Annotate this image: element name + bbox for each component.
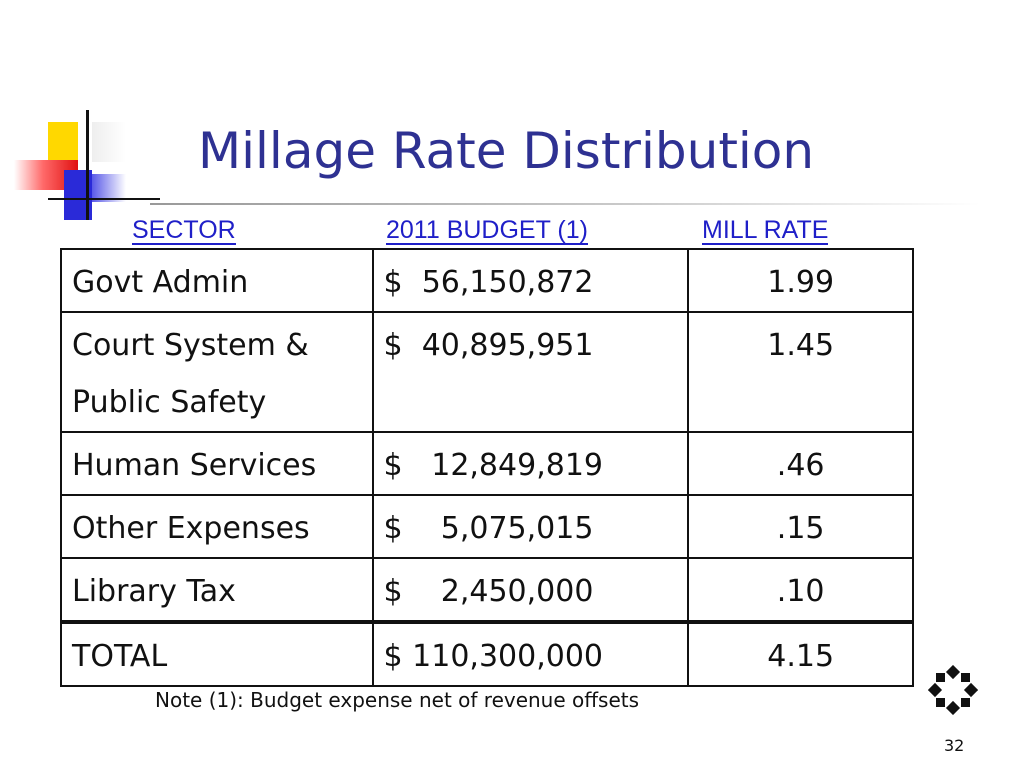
table-row: Court System & Public Safety $ 40,895,95… [60, 311, 914, 433]
column-header-sector-label: SECTOR [132, 216, 236, 244]
column-header-mill-rate: MILL RATE [702, 216, 829, 245]
logo-vertical-line [86, 110, 89, 220]
logo-shade-square [92, 122, 126, 162]
logo-horizontal-line [48, 198, 160, 200]
sector-name: Library Tax [72, 574, 236, 609]
column-header-underline [132, 243, 236, 245]
sector-name: Other Expenses [72, 511, 310, 546]
sector-cell: Human Services [60, 431, 374, 496]
mill-rate-cell: .46 [687, 431, 914, 496]
total-mill-rate-cell: 4.15 [687, 620, 914, 687]
sector-name: Govt Admin [72, 265, 249, 300]
mill-rate-cell: 1.99 [687, 248, 914, 313]
table-row: Human Services $ 12,849,819 .46 [60, 431, 914, 496]
total-budget-cell: $ 110,300,000 [371, 620, 690, 687]
column-header-underline [386, 243, 588, 245]
budget-cell: $ 5,075,015 [371, 494, 690, 559]
ornament-nav-icon-shape [928, 665, 978, 715]
page-number: 32 [944, 736, 965, 755]
column-header-budget-label: 2011 BUDGET (1) [386, 216, 588, 244]
ornament-nav-icon[interactable] [928, 665, 978, 715]
table-row: Other Expenses $ 5,075,015 .15 [60, 494, 914, 559]
total-label-cell: TOTAL [60, 620, 374, 687]
budget-cell: $ 2,450,000 [371, 557, 690, 623]
title-underline-rule [150, 203, 980, 205]
table-total-row: TOTAL $ 110,300,000 4.15 [60, 620, 914, 687]
millage-distribution-table: Govt Admin $ 56,150,872 1.99 Court Syste… [60, 248, 914, 687]
slide-title: Millage Rate Distribution [198, 122, 815, 180]
column-header-underline [702, 243, 829, 245]
logo-blue-fade-square [92, 174, 126, 202]
sector-cell: Library Tax [60, 557, 374, 623]
column-header-mill-rate-label: MILL RATE [702, 216, 829, 244]
table-row: Library Tax $ 2,450,000 .10 [60, 557, 914, 623]
footnote: Note (1): Budget expense net of revenue … [155, 688, 640, 712]
sector-cell: Govt Admin [60, 248, 374, 313]
sector-cell: Other Expenses [60, 494, 374, 559]
mill-rate-cell: .15 [687, 494, 914, 559]
colored-squares-logo [0, 100, 160, 230]
logo-yellow-square [48, 122, 78, 162]
table-row: Govt Admin $ 56,150,872 1.99 [60, 248, 914, 313]
budget-cell: $ 12,849,819 [371, 431, 690, 496]
mill-rate-cell: 1.45 [687, 311, 914, 433]
budget-cell: $ 56,150,872 [371, 248, 690, 313]
budget-cell: $ 40,895,951 [371, 311, 690, 433]
column-header-sector: SECTOR [132, 216, 236, 245]
mill-rate-cell: .10 [687, 557, 914, 623]
sector-name: Human Services [72, 448, 317, 483]
sector-name-line-1: Court System & [72, 328, 309, 363]
column-header-budget: 2011 BUDGET (1) [386, 216, 588, 245]
sector-cell: Court System & Public Safety [60, 311, 374, 433]
sector-name-line-2: Public Safety [72, 385, 267, 420]
